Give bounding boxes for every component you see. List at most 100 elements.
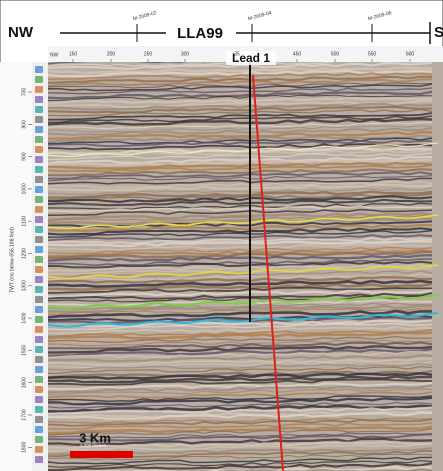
tool-icon[interactable] — [35, 196, 43, 203]
tool-icon[interactable] — [35, 246, 43, 253]
reflector — [48, 309, 432, 319]
reflector — [48, 220, 433, 228]
reflector — [48, 205, 433, 213]
tool-icon[interactable] — [35, 116, 43, 123]
tool-icon[interactable] — [35, 326, 43, 333]
reflector — [48, 78, 433, 87]
tool-icon[interactable] — [35, 96, 43, 103]
tool-icon[interactable] — [35, 86, 43, 93]
tool-icon[interactable] — [35, 216, 43, 223]
horizon — [48, 142, 439, 158]
reflector — [48, 164, 433, 172]
tool-icon[interactable] — [35, 406, 43, 413]
se-label: SE — [434, 24, 443, 41]
reflector — [48, 402, 433, 409]
tool-icon[interactable] — [35, 396, 43, 403]
tool-icon[interactable] — [35, 366, 43, 373]
reflector — [48, 139, 433, 147]
tool-icon[interactable] — [35, 376, 43, 383]
reflector — [48, 66, 433, 75]
tool-icon[interactable] — [35, 416, 43, 423]
tool-icon[interactable] — [35, 166, 43, 173]
reflector — [62, 466, 433, 471]
tool-icon[interactable] — [35, 436, 43, 443]
reflector — [48, 237, 433, 245]
y-tick-label: 700 — [21, 88, 27, 97]
reflector — [48, 192, 433, 201]
reflector — [48, 250, 433, 260]
tool-icon[interactable] — [35, 276, 43, 283]
tool-icon[interactable] — [35, 446, 43, 453]
x-tick-label: 600 — [406, 51, 415, 57]
reflector — [48, 223, 433, 233]
reflector — [48, 202, 433, 210]
reflector — [48, 115, 433, 124]
reflector — [48, 279, 433, 288]
reflector — [48, 69, 433, 78]
reflector — [48, 286, 432, 294]
tool-icon[interactable] — [35, 156, 43, 163]
reflector — [48, 134, 433, 144]
reflector — [48, 308, 433, 315]
tool-icon[interactable] — [35, 256, 43, 263]
reflector — [48, 240, 433, 248]
reflector — [48, 391, 433, 399]
y-axis-strip — [0, 62, 32, 471]
reflector — [48, 171, 433, 180]
reflector — [48, 168, 433, 177]
reflector — [48, 143, 433, 151]
y-tick-label: 1400 — [21, 312, 27, 323]
y-tick-label: 1700 — [21, 409, 27, 420]
title: LLA99 — [177, 25, 223, 42]
tool-icon[interactable] — [35, 426, 43, 433]
tool-icon[interactable] — [35, 346, 43, 353]
reflector — [48, 395, 433, 403]
tool-icon[interactable] — [35, 146, 43, 153]
tool-icon[interactable] — [35, 106, 43, 113]
reflector — [48, 161, 433, 170]
tool-icon[interactable] — [35, 136, 43, 143]
tool-icon[interactable] — [35, 126, 43, 133]
reflector — [48, 127, 433, 136]
reflector — [48, 378, 433, 386]
seismic-image — [48, 62, 443, 471]
x-tick-label: 450 — [293, 51, 302, 57]
reflector — [48, 396, 433, 406]
reflector — [48, 217, 433, 226]
tool-icon[interactable] — [35, 386, 43, 393]
tool-icon[interactable] — [35, 206, 43, 213]
reflector — [48, 254, 433, 262]
reflector — [48, 125, 433, 133]
tool-icon[interactable] — [35, 336, 43, 343]
reflector — [48, 388, 433, 396]
reflector — [48, 341, 433, 350]
reflector — [48, 347, 433, 357]
x-tick-label: 250 — [144, 51, 153, 57]
tool-icon[interactable] — [35, 176, 43, 183]
reflector — [48, 177, 433, 185]
nw-label: NW — [8, 24, 34, 41]
reflector — [48, 443, 433, 452]
tool-icon[interactable] — [35, 226, 43, 233]
tool-icon[interactable] — [35, 266, 43, 273]
reflector — [48, 456, 433, 465]
tool-icon[interactable] — [35, 66, 43, 73]
tool-icon[interactable] — [35, 286, 43, 293]
scale-label: 3 Km — [79, 430, 111, 445]
tool-icon[interactable] — [35, 186, 43, 193]
reflector — [48, 234, 433, 242]
reflector — [48, 375, 433, 384]
scale-sublabel: 3,000 meters — [80, 443, 107, 448]
tool-icon[interactable] — [35, 456, 43, 463]
tool-icon[interactable] — [35, 356, 43, 363]
reflector — [48, 90, 433, 100]
tool-icon[interactable] — [35, 306, 43, 313]
reflector — [48, 381, 433, 391]
tool-icon[interactable] — [35, 296, 43, 303]
y-tick-label: 1600 — [21, 377, 27, 388]
tool-icon[interactable] — [35, 316, 43, 323]
tool-icon[interactable] — [35, 236, 43, 243]
title-bg — [166, 24, 236, 42]
y-tick-label: 1500 — [21, 345, 27, 356]
tool-icon[interactable] — [35, 76, 43, 83]
